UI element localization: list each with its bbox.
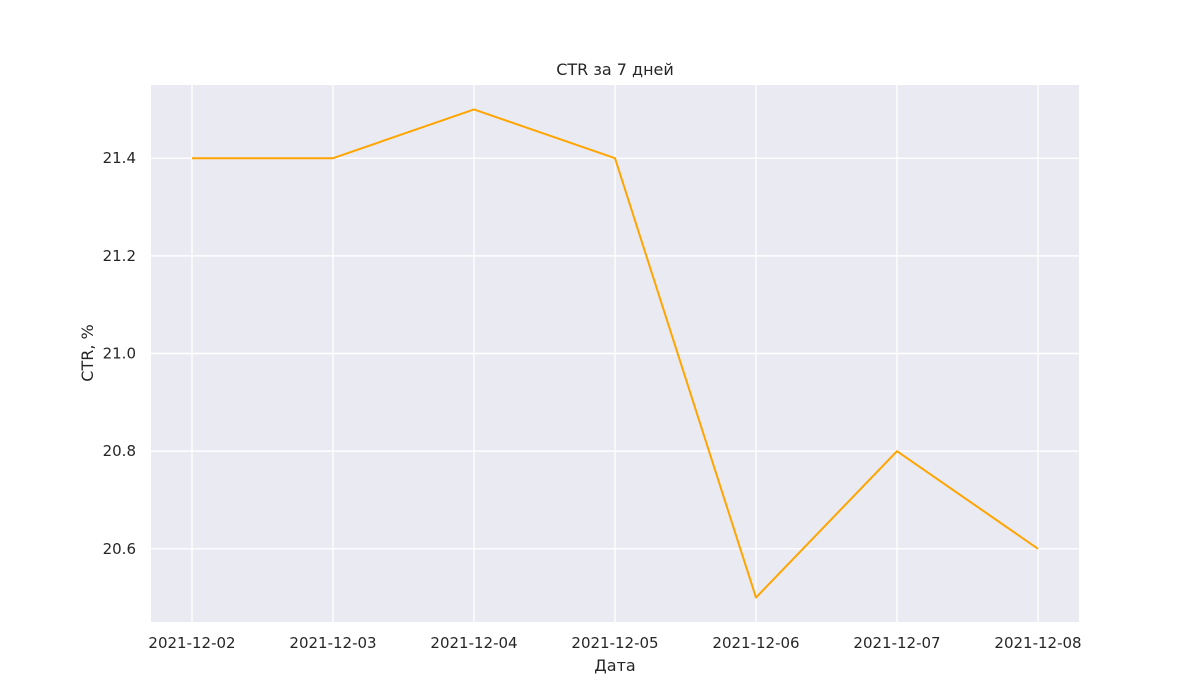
chart-title: CTR за 7 дней [556, 60, 674, 79]
x-tick-label: 2021-12-05 [571, 634, 658, 652]
y-axis-ticks: 20.6 20.8 21.0 21.2 21.4 [103, 149, 136, 558]
x-tick-label: 2021-12-08 [994, 634, 1081, 652]
x-axis-label: Дата [594, 656, 635, 675]
x-tick-label: 2021-12-04 [430, 634, 517, 652]
y-tick-label: 20.8 [103, 442, 136, 460]
y-axis-label: CTR, % [78, 324, 97, 381]
x-axis-ticks: 2021-12-02 2021-12-03 2021-12-04 2021-12-05… [148, 634, 1081, 652]
x-tick-label: 2021-12-03 [289, 634, 376, 652]
y-tick-label: 20.6 [103, 540, 136, 558]
grid [151, 85, 1079, 622]
x-tick-label: 2021-12-06 [712, 634, 799, 652]
x-tick-label: 2021-12-07 [853, 634, 940, 652]
y-tick-label: 21.0 [103, 345, 136, 363]
x-tick-label: 2021-12-02 [148, 634, 235, 652]
series-layer [191, 108, 1039, 599]
y-tick-label: 21.2 [103, 247, 136, 265]
y-tick-label: 21.4 [103, 149, 136, 167]
